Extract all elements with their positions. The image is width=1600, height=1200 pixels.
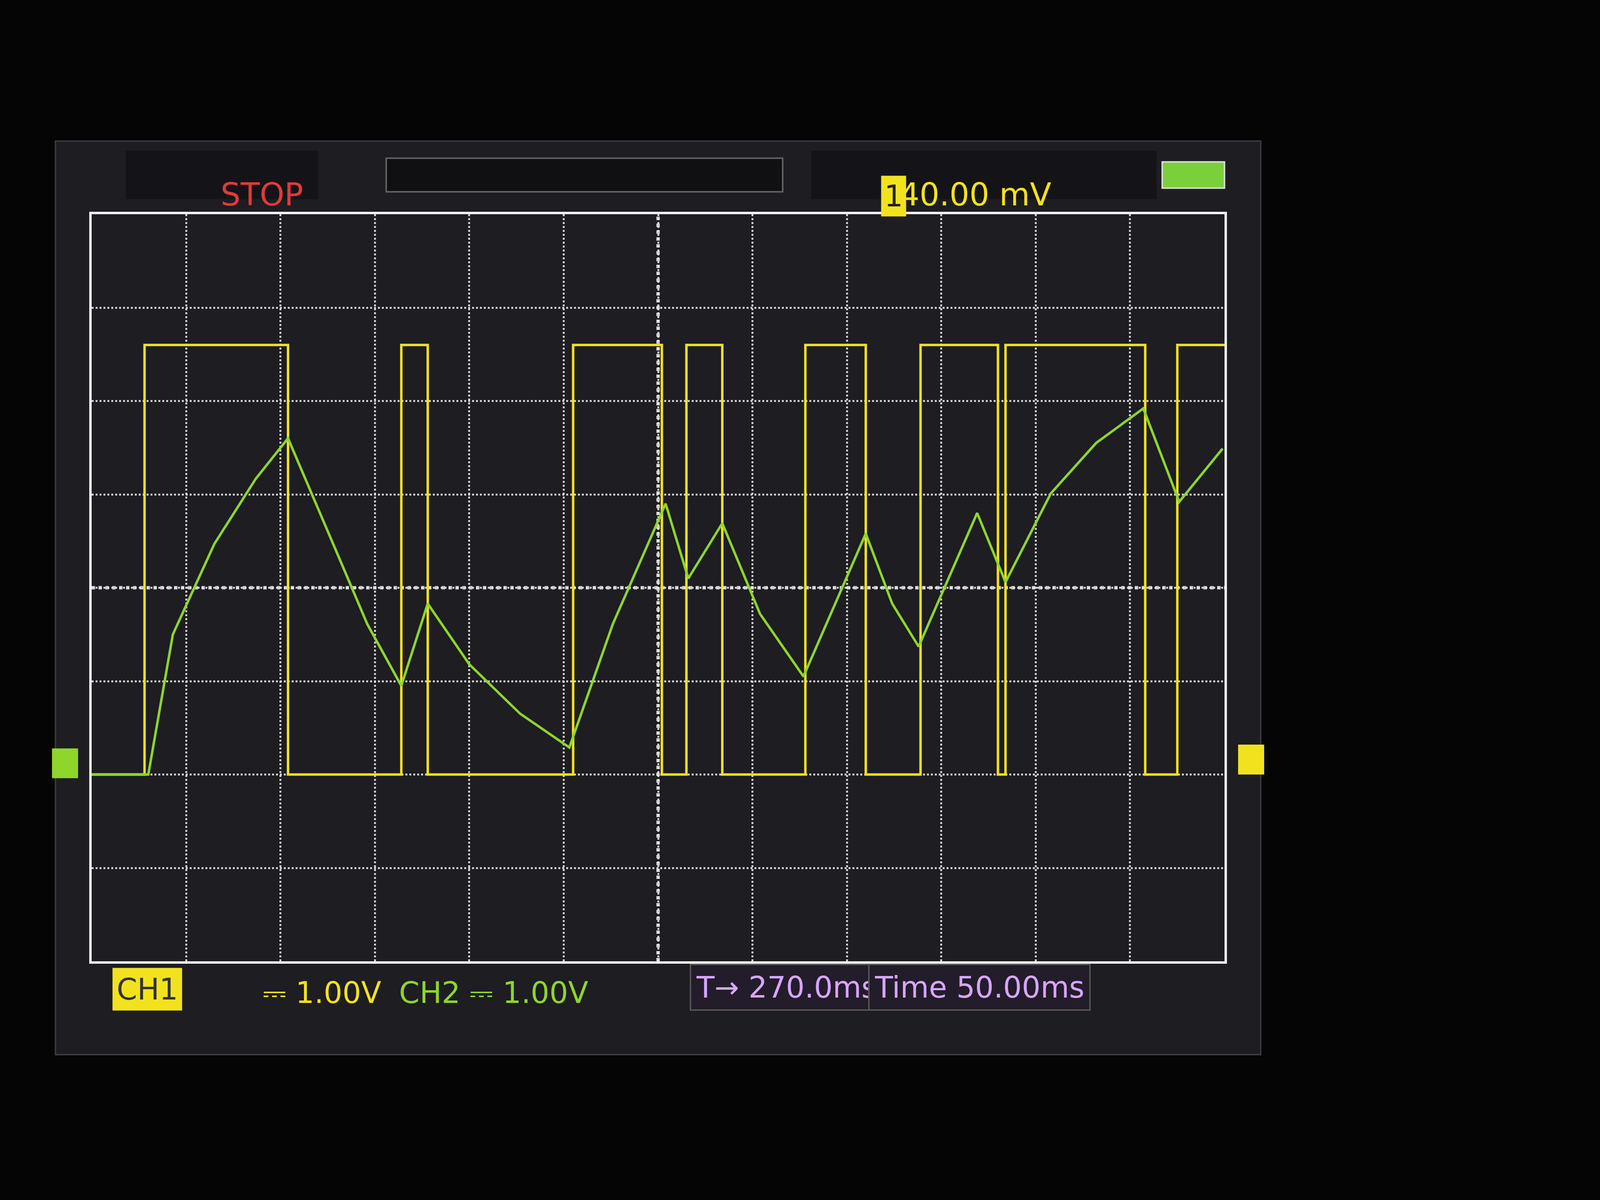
svg-text:STOP: STOP bbox=[220, 176, 304, 213]
svg-text:CH1: CH1 bbox=[116, 972, 178, 1007]
svg-text:40.00 mV: 40.00 mV bbox=[899, 176, 1052, 213]
svg-text:CH2 ⎓ 1.00V: CH2 ⎓ 1.00V bbox=[399, 975, 589, 1010]
svg-text:⎓ 1.00V: ⎓ 1.00V bbox=[262, 975, 382, 1010]
svg-text:Time 50.00ms: Time 50.00ms bbox=[874, 970, 1085, 1005]
svg-text:T→ 270.0ms: T→ 270.0ms bbox=[696, 970, 877, 1005]
svg-text:1: 1 bbox=[884, 178, 903, 214]
